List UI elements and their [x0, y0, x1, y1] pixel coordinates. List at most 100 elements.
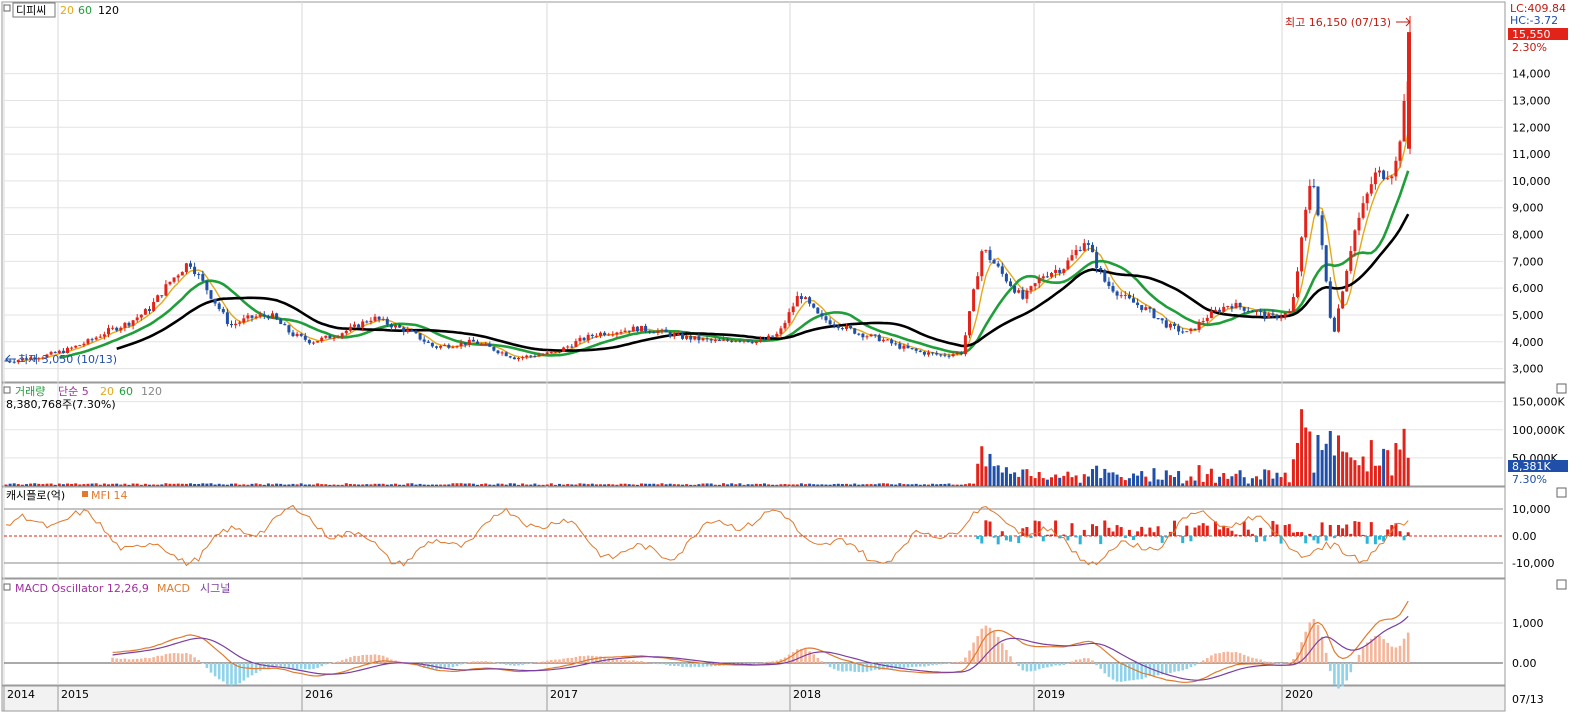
macd-oscillator-bar: [1234, 652, 1238, 663]
volume-bar: [865, 484, 869, 486]
volume-bar: [361, 484, 365, 486]
volume-bar: [886, 483, 889, 486]
macd-oscillator-bar: [439, 663, 442, 670]
close-icon[interactable]: [1556, 487, 1567, 498]
macd-oscillator-bar: [172, 652, 176, 663]
macd-oscillator-bar: [939, 663, 943, 665]
close-icon[interactable]: [1556, 383, 1567, 394]
moving-average-line: [116, 213, 1410, 352]
macd-oscillator-bar: [320, 663, 323, 667]
ma120-legend: 120: [98, 4, 119, 17]
volume-bar: [611, 484, 615, 486]
volume-bar: [414, 484, 418, 486]
volume-bar: [33, 483, 37, 486]
macd-oscillator-bar: [791, 652, 795, 663]
macd-oscillator-bar: [127, 659, 131, 663]
candle-body: [730, 340, 734, 342]
candle-body: [832, 324, 836, 326]
volume-bar: [927, 484, 930, 486]
macd-oscillator-bar: [1103, 663, 1107, 674]
candle-body: [1345, 270, 1349, 292]
macd-oscillator-bar: [619, 659, 623, 663]
volume-bar: [791, 484, 795, 486]
volume-bar: [664, 484, 668, 486]
macd-oscillator-bar: [263, 663, 266, 670]
panel-toggle-icon[interactable]: [3, 4, 11, 12]
candle-body: [685, 335, 689, 339]
mfi-bar: [1029, 536, 1033, 539]
volume-bar: [1201, 481, 1205, 486]
volume-bar: [529, 484, 533, 486]
volume-bar: [1148, 481, 1152, 486]
macd-oscillator-bar: [636, 661, 639, 663]
macd-oscillator-bar: [1050, 663, 1053, 667]
volume-bar: [754, 483, 758, 486]
macd-oscillator-bar: [980, 628, 984, 663]
mfi-bar: [1017, 536, 1021, 544]
macd-oscillator-bar: [755, 663, 758, 664]
volume-bar: [705, 483, 709, 486]
volume-bar: [1287, 482, 1291, 486]
volume-bar: [291, 483, 295, 486]
volume-bar: [1255, 476, 1258, 486]
candle-body: [1230, 306, 1234, 309]
candle-body: [799, 296, 803, 300]
candle-body: [250, 315, 254, 318]
macd-oscillator-bar: [1263, 661, 1266, 663]
mfi-bar: [1164, 536, 1168, 538]
volume-bar: [689, 484, 693, 486]
macd-oscillator-bar: [1042, 663, 1045, 669]
macd-oscillator-bar: [1337, 663, 1340, 689]
ma20-legend: 20: [60, 4, 74, 17]
mfi-title: 캐시플로(억): [6, 489, 65, 502]
macd-oscillator-bar: [357, 655, 360, 663]
macd-oscillator-bar: [845, 663, 848, 672]
volume-bar: [1140, 471, 1144, 486]
volume-bar: [1386, 450, 1390, 486]
volume-bar: [578, 483, 582, 486]
macd-oscillator-bar: [804, 649, 807, 663]
volume-bar: [246, 484, 250, 486]
volume-bar: [66, 483, 69, 486]
volume-bar: [1185, 480, 1189, 486]
candle-body: [12, 361, 16, 363]
macd-oscillator-bar: [697, 663, 701, 668]
volume-bar: [1332, 455, 1336, 486]
macd-oscillator-bar: [984, 625, 988, 663]
macd-oscillator-bar: [841, 663, 844, 672]
close-icon[interactable]: [1556, 579, 1567, 590]
x-tick-label: 2017: [550, 688, 578, 701]
candle-body: [1009, 281, 1012, 287]
candle-body: [1320, 215, 1324, 246]
candle-body: [94, 337, 98, 340]
macd-oscillator-bar: [455, 663, 459, 667]
macd-oscillator-bar: [140, 658, 143, 663]
volume-bar: [1398, 449, 1402, 486]
volume-bar: [1361, 456, 1365, 486]
ticker-box[interactable]: [12, 2, 56, 18]
panel-toggle-icon[interactable]: [3, 386, 11, 394]
price-y-tick: 8,000: [1512, 229, 1544, 242]
candle-body: [213, 298, 217, 304]
volume-bar: [266, 483, 270, 486]
candle-body: [574, 341, 578, 347]
macd-oscillator-bar: [1218, 653, 1221, 663]
candle-body: [348, 326, 352, 331]
candle-body: [722, 339, 725, 341]
volume-bar: [992, 466, 996, 486]
candle-body: [1000, 266, 1004, 274]
volume-bar: [521, 483, 525, 486]
macd-oscillator-bar: [882, 663, 885, 670]
low-annotation: 최저 3,050 (10/13): [18, 353, 117, 366]
panel-toggle-icon[interactable]: [3, 583, 11, 591]
volume-panel[interactable]: [1, 382, 1506, 487]
candle-body: [1386, 178, 1390, 180]
candle-body: [787, 312, 791, 323]
macd-oscillator-bar: [156, 655, 159, 663]
price-y-tick: 10,000: [1512, 175, 1551, 188]
candle-body: [1407, 32, 1411, 149]
macd-oscillator-bar: [201, 663, 205, 664]
mfi-bar: [1255, 536, 1258, 543]
macd-y-tick: 1,000: [1512, 617, 1544, 630]
volume-bar: [1263, 469, 1267, 486]
